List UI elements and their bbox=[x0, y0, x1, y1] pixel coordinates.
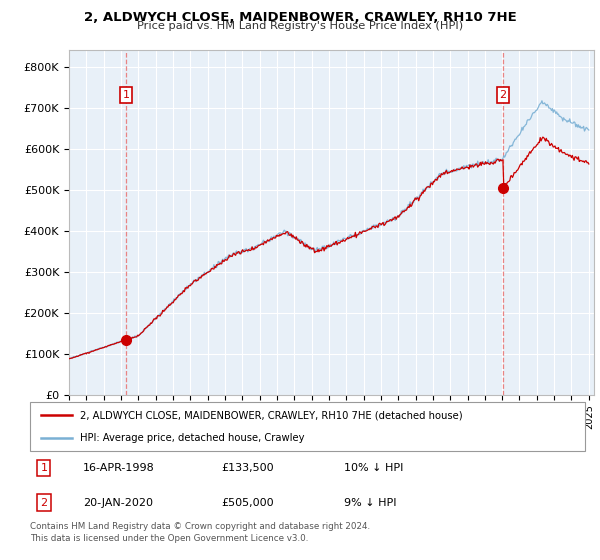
Text: 2: 2 bbox=[499, 90, 506, 100]
Text: 20-JAN-2020: 20-JAN-2020 bbox=[83, 497, 153, 507]
Text: Contains HM Land Registry data © Crown copyright and database right 2024.
This d: Contains HM Land Registry data © Crown c… bbox=[30, 522, 370, 543]
Text: 1: 1 bbox=[122, 90, 130, 100]
Text: 9% ↓ HPI: 9% ↓ HPI bbox=[344, 497, 396, 507]
Text: £505,000: £505,000 bbox=[221, 497, 274, 507]
Text: 16-APR-1998: 16-APR-1998 bbox=[83, 463, 154, 473]
Text: Price paid vs. HM Land Registry's House Price Index (HPI): Price paid vs. HM Land Registry's House … bbox=[137, 21, 463, 31]
Text: 2: 2 bbox=[40, 497, 47, 507]
Text: £133,500: £133,500 bbox=[221, 463, 274, 473]
Text: HPI: Average price, detached house, Crawley: HPI: Average price, detached house, Craw… bbox=[80, 433, 304, 443]
Text: 10% ↓ HPI: 10% ↓ HPI bbox=[344, 463, 403, 473]
Text: 2, ALDWYCH CLOSE, MAIDENBOWER, CRAWLEY, RH10 7HE: 2, ALDWYCH CLOSE, MAIDENBOWER, CRAWLEY, … bbox=[83, 11, 517, 24]
Text: 1: 1 bbox=[40, 463, 47, 473]
Text: 2, ALDWYCH CLOSE, MAIDENBOWER, CRAWLEY, RH10 7HE (detached house): 2, ALDWYCH CLOSE, MAIDENBOWER, CRAWLEY, … bbox=[80, 410, 463, 421]
